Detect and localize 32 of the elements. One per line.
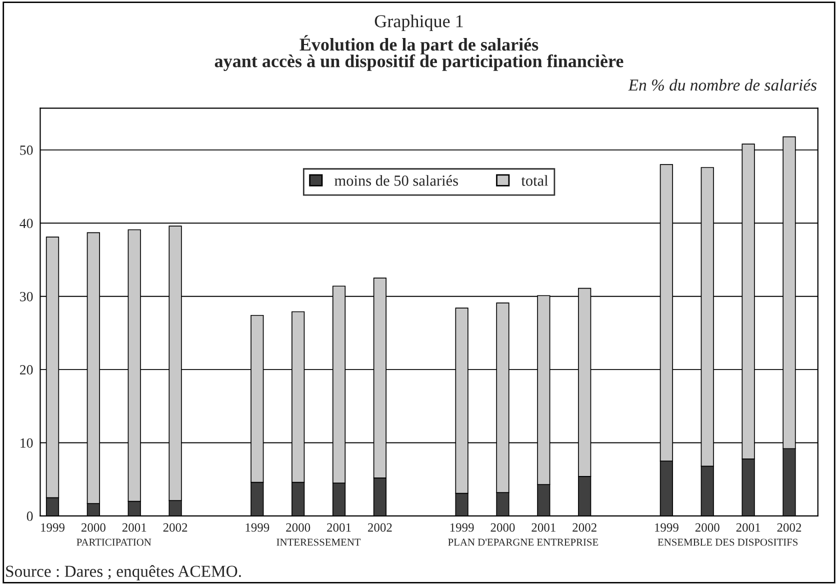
legend-label: total xyxy=(521,175,548,186)
x-tick-label: 2002 xyxy=(572,523,596,532)
text: ENSEMBLE DES DISPOSITIFS xyxy=(658,538,798,546)
chart-subtitle: En % du nombre de salariés xyxy=(628,78,817,91)
x-tick-label: 2000 xyxy=(81,523,106,532)
source-note: Source : Dares ; enquêtes ACEMO. xyxy=(6,565,241,580)
text: PLAN D'EPARGNE ENTREPRISE xyxy=(448,538,598,546)
y-tick-label: 10 xyxy=(20,438,33,448)
x-tick-label: 2000 xyxy=(490,523,515,532)
x-tick-label: 2002 xyxy=(777,523,802,532)
y-tick-label: 40 xyxy=(20,218,33,228)
x-tick-label: 2001 xyxy=(532,523,556,532)
x-tick-label: 2001 xyxy=(327,523,351,532)
x-tick-label: 2000 xyxy=(286,523,310,532)
x-tick-label: 1999 xyxy=(41,523,64,532)
x-tick-label: 2002 xyxy=(163,523,188,532)
x-tick-label: 1999 xyxy=(450,523,474,532)
x-tick-label: 2000 xyxy=(695,523,720,532)
text: INTERESSEMENT xyxy=(276,538,361,546)
text: Graphique 1 xyxy=(374,14,463,31)
y-tick-label: 50 xyxy=(20,146,33,155)
x-tick-label: 1999 xyxy=(246,523,270,532)
y-tick-label: 30 xyxy=(20,292,33,302)
x-tick-label: 2001 xyxy=(736,523,760,532)
chart-title: Évolution de la part de salariés ayant accès à un dispositif de participation financière xyxy=(214,35,624,71)
y-tick-label: 20 xyxy=(20,365,33,375)
x-tick-label: 1999 xyxy=(655,523,678,532)
legend-label: moins de 50 salariés xyxy=(334,175,458,186)
x-tick-label: 2002 xyxy=(368,523,392,532)
y-tick-label: 0 xyxy=(26,512,33,521)
text: PARTICIPATION xyxy=(76,538,152,546)
x-tick-label: 2001 xyxy=(122,523,146,532)
